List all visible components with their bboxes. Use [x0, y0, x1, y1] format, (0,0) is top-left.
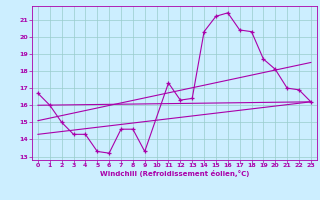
- X-axis label: Windchill (Refroidissement éolien,°C): Windchill (Refroidissement éolien,°C): [100, 170, 249, 177]
